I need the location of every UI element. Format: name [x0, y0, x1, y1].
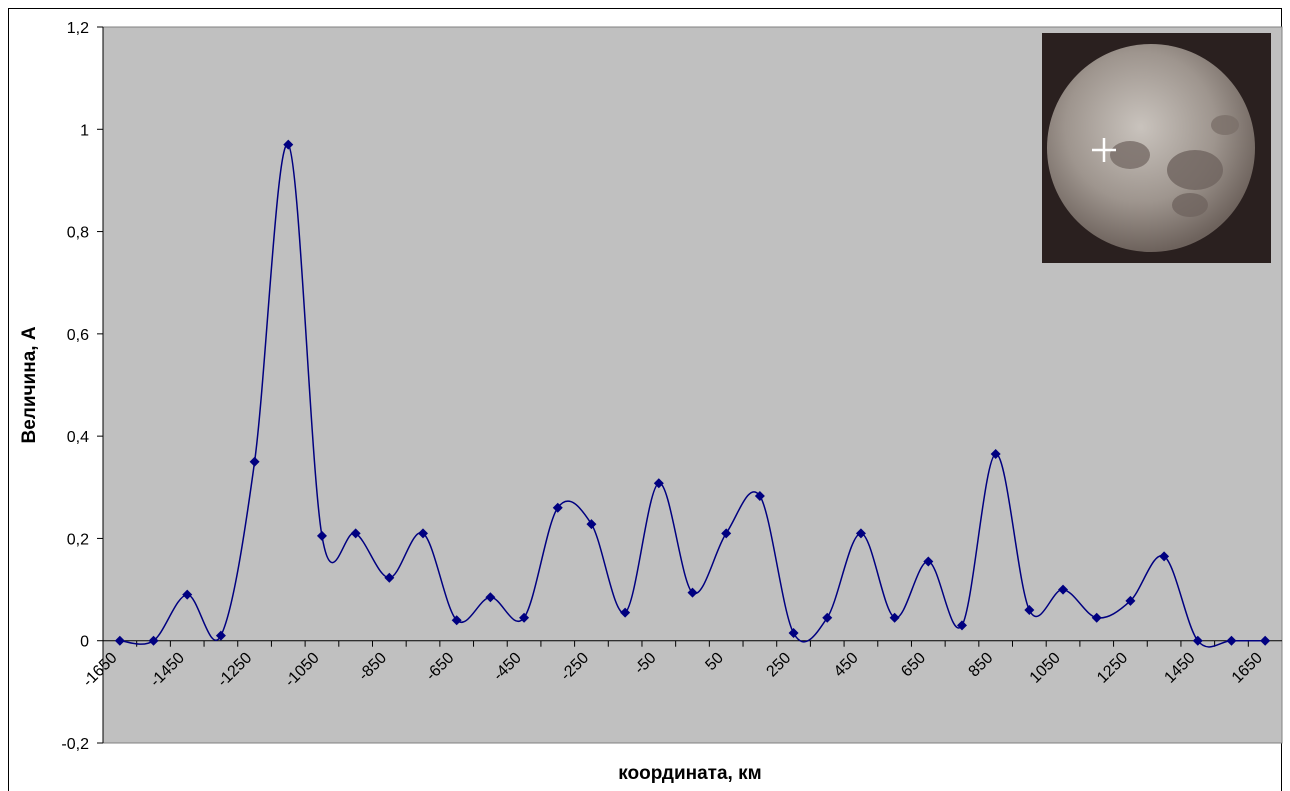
data-point	[1091, 612, 1102, 623]
data-point	[148, 635, 159, 646]
data-point	[687, 587, 698, 598]
y-tick-label: -0,2	[61, 736, 89, 753]
data-point	[552, 502, 563, 513]
data-point	[620, 607, 631, 618]
data-point	[249, 456, 260, 467]
data-point	[889, 612, 900, 623]
data-point	[1226, 635, 1237, 646]
data-point	[485, 592, 496, 603]
y-tick-label: 0,8	[67, 225, 89, 242]
data-point	[956, 620, 967, 631]
data-point	[384, 572, 395, 583]
data-point	[215, 630, 226, 641]
data-point	[586, 519, 597, 530]
data-point	[1024, 605, 1035, 616]
data-point	[923, 556, 934, 567]
y-tick-label: 1,2	[67, 20, 89, 37]
moon-image	[1042, 33, 1271, 263]
y-axis-title: Величина, А	[19, 326, 40, 443]
x-axis-title: координата, км	[618, 763, 761, 784]
data-point	[1125, 595, 1136, 606]
data-point	[1192, 635, 1203, 646]
data-point	[519, 612, 530, 623]
y-tick-label: 0	[80, 634, 89, 651]
y-tick-label: 1	[80, 122, 89, 139]
y-tick-label: 0,4	[67, 429, 89, 446]
data-point	[283, 139, 294, 150]
data-point	[182, 589, 193, 600]
data-point	[990, 449, 1001, 460]
data-point	[788, 628, 799, 639]
data-point	[1159, 551, 1170, 562]
data-point	[721, 528, 732, 539]
data-point	[316, 530, 327, 541]
data-point	[754, 490, 765, 501]
data-point	[653, 478, 664, 489]
data-point	[114, 635, 125, 646]
y-tick-label: 0,2	[67, 531, 89, 548]
data-point	[822, 612, 833, 623]
y-tick-label: 0,6	[67, 327, 89, 344]
data-point	[1260, 635, 1271, 646]
data-point	[1058, 584, 1069, 595]
data-point	[855, 528, 866, 539]
data-point	[451, 615, 462, 626]
data-point	[350, 528, 361, 539]
data-point	[418, 528, 429, 539]
